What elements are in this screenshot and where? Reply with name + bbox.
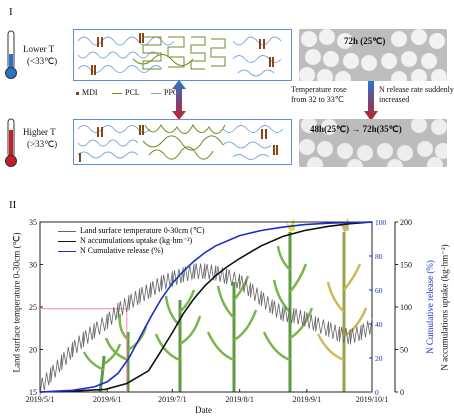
x-tick-label: 2019/10/1 (356, 395, 388, 404)
photo-bottom-caption: 48h(25℃) → 72h(35℃) (310, 124, 402, 134)
legend-pcl: PCL (112, 88, 140, 97)
y-right-release-tick-label: 20 (375, 354, 383, 363)
polymer-network-low-temp (73, 29, 292, 81)
y-left-tick-label: 30 (29, 261, 37, 270)
y-right-uptake-tick-label: 200 (400, 218, 412, 227)
series-line-left (39, 263, 373, 396)
cold-thermometer-icon (5, 30, 17, 79)
y-right-uptake-tick-label: 50 (400, 346, 408, 355)
panel-2-label: II (9, 199, 17, 211)
note-temperature-rose: Temperature rose from 32 to 33℃ (291, 85, 347, 104)
granules-photo-top (299, 29, 447, 81)
note-release-increased: N release rate suddenly increased (379, 85, 454, 104)
y-right-release-tick-label: 100 (375, 218, 387, 227)
y-right-release-tick-label: 0 (375, 388, 379, 397)
photo-top-caption: 72h (25℃) (344, 36, 386, 46)
legend-item-uptake: N accumulations uptake (kg·hm⁻²) (58, 236, 204, 246)
x-tick-label: 2019/6/1 (93, 395, 121, 404)
granules-photo-bottom (299, 119, 447, 167)
x-axis-title: Date (195, 405, 212, 415)
lower-t-title: Lower T (23, 44, 55, 54)
hot-thermometer-icon (5, 118, 17, 167)
legend-mdi: MDI (76, 88, 98, 97)
y-right-uptake-tick-label: 0 (400, 388, 404, 397)
down-arrow-icon (364, 81, 378, 121)
y-left-tick-label: 20 (29, 346, 37, 355)
x-tick-label: 2019/7/1 (158, 395, 186, 404)
chart-legend: Land surface temperature 0-30cm (℃) N ac… (58, 226, 204, 256)
double-arrow-icon (172, 80, 186, 120)
y-right-release-tick-label: 60 (375, 286, 383, 295)
legend-ppg: PPG (151, 88, 179, 97)
series-line-release (39, 221, 373, 393)
y-left-tick-label: 15 (29, 388, 37, 397)
higher-t-title: Higher T (23, 127, 56, 137)
x-tick-label: 2019/8/1 (225, 395, 253, 404)
x-tick-label: 2019/9/1 (293, 395, 321, 404)
panel-1-label: I (9, 6, 13, 18)
series-line-uptake (39, 221, 373, 393)
y-right-release-tick-label: 40 (375, 320, 383, 329)
higher-t-range: (>33℃) (27, 139, 58, 149)
legend-item-release: N Cumulative release (%) (58, 246, 204, 256)
y-right-uptake-tick-label: 100 (400, 303, 412, 312)
lower-t-range: (<33℃) (27, 56, 58, 66)
y-right-uptake-tick-label: 150 (400, 261, 412, 270)
x-tick-label: 2019/5/1 (26, 395, 54, 404)
legend-item-temperature: Land surface temperature 0-30cm (℃) (58, 226, 204, 236)
y-left-tick-label: 35 (29, 218, 37, 227)
y-left-tick-label: 25 (29, 303, 37, 312)
y-right-release-tick-label: 80 (375, 252, 383, 261)
polymer-network-high-temp (73, 119, 292, 165)
